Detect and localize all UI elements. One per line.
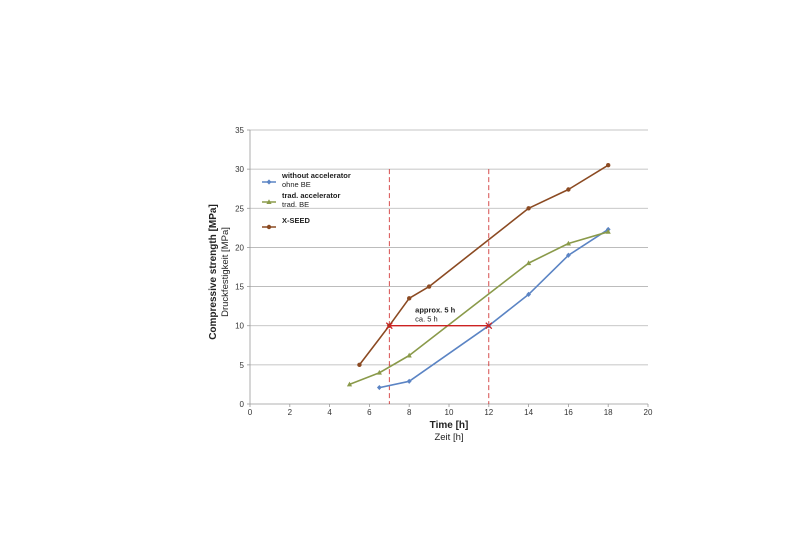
y-axis-title: Compressive strength [MPa] <box>208 204 219 340</box>
legend-marker <box>266 224 272 230</box>
data-point <box>526 260 532 266</box>
x-tick-label: 2 <box>288 408 293 417</box>
x-tick-label: 8 <box>407 408 412 417</box>
legend-swatch-marker <box>266 199 272 204</box>
legend-item-trad-accelerator: trad. accelerator trad. BE <box>262 191 340 209</box>
x-tick-label: 10 <box>445 408 454 417</box>
data-point <box>605 228 611 234</box>
series-line <box>349 231 609 386</box>
x-tick-label: 0 <box>248 408 253 417</box>
y-tick-labels: 0 5 10 15 20 25 30 35 <box>235 126 250 409</box>
x-axis-title: Time [h] <box>430 420 469 431</box>
legend-swatch-marker <box>266 224 272 230</box>
legend-sublabel: ohne BE <box>282 180 311 189</box>
annotation-label: approx. 5 h <box>415 306 455 315</box>
legend-marker <box>266 179 272 185</box>
series-line <box>379 228 609 389</box>
x-tick-label: 16 <box>564 408 573 417</box>
x-tick-label: 14 <box>524 408 533 417</box>
data-point <box>376 369 382 375</box>
legend-label: trad. accelerator <box>282 191 340 200</box>
legend-sublabel: trad. BE <box>282 200 309 209</box>
y-tick-label: 0 <box>240 400 245 409</box>
legend: without accelerator ohne BE trad. accele… <box>262 171 351 230</box>
bracket-cross <box>385 322 393 330</box>
data-point <box>406 378 412 384</box>
series-trad-accelerator <box>346 228 611 387</box>
x-tick-label: 18 <box>604 408 613 417</box>
data-point <box>566 187 571 192</box>
x-tick-label: 12 <box>484 408 493 417</box>
annotation-sublabel: ca. 5 h <box>415 315 438 324</box>
data-point <box>565 240 571 246</box>
data-point <box>526 206 531 211</box>
data-point <box>426 284 432 289</box>
legend-marker <box>266 199 272 204</box>
x-tick-label: 4 <box>327 408 332 417</box>
time-gap-bracket <box>385 322 493 330</box>
data-point <box>357 362 362 368</box>
reference-lines <box>388 169 490 404</box>
x-tick-labels: 0 2 4 6 8 10 12 14 16 18 20 <box>248 404 653 417</box>
data-point <box>566 252 571 258</box>
legend-label: without accelerator <box>281 171 351 180</box>
y-tick-label: 30 <box>235 165 244 174</box>
y-axis-subtitle: Druckfestigkeit [MPa] <box>220 227 231 317</box>
data-point <box>407 296 412 301</box>
legend-item-without-accelerator: without accelerator ohne BE <box>262 171 351 189</box>
legend-swatch-marker <box>266 179 272 185</box>
data-point <box>376 384 382 391</box>
plot-area <box>250 130 648 404</box>
data-point <box>346 381 353 387</box>
legend-item-x-seed: X-SEED <box>262 216 311 230</box>
x-axis-subtitle: Zeit [h] <box>434 432 463 443</box>
x-tick-label: 6 <box>367 408 372 417</box>
y-tick-label: 5 <box>240 361 245 370</box>
y-tick-label: 35 <box>235 126 244 135</box>
bracket-cross <box>485 322 493 330</box>
data-point <box>406 352 412 358</box>
y-tick-label: 20 <box>235 243 244 252</box>
y-tick-label: 25 <box>235 204 244 213</box>
x-tick-label: 20 <box>644 408 653 417</box>
y-tick-label: 10 <box>235 322 244 331</box>
legend-label: X-SEED <box>282 216 311 225</box>
data-point <box>526 291 531 297</box>
data-point <box>606 163 611 168</box>
y-tick-label: 15 <box>235 283 244 292</box>
